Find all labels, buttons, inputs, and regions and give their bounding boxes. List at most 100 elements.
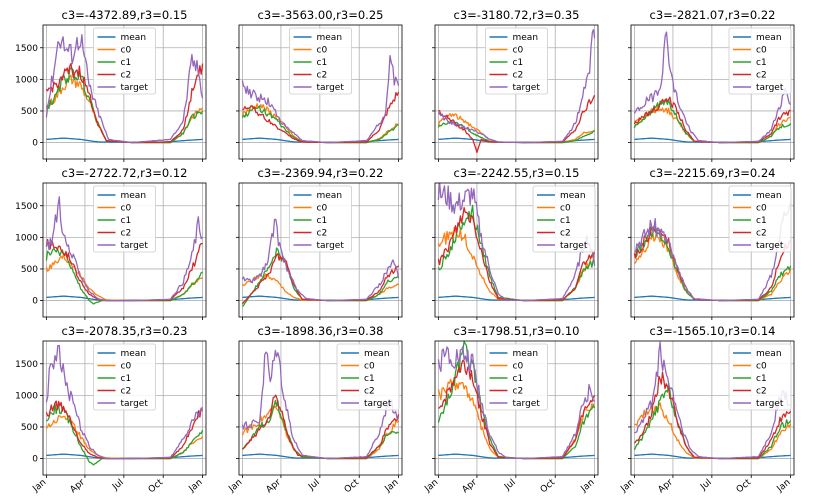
- legend: mean c0 c1 c2 target: [485, 343, 548, 411]
- subplot: c3=-2242.55,r3=0.15 mean c0 c1 c2 target: [432, 166, 599, 320]
- legend-label-c0: c0: [121, 362, 132, 372]
- series-line-target: [45, 344, 204, 460]
- subplot: 0 500 1000 1500 c3=-4372.89,r3=0.15 mean c0 c1 c…: [15, 8, 207, 162]
- y-tick-label: 500: [21, 265, 38, 275]
- legend-label-c1: c1: [756, 216, 767, 226]
- legend-box: [485, 27, 548, 95]
- subplot: Jan Apr Jul Oct Jan c3=-1565.10,r3=0.14 mean c0…: [619, 324, 795, 495]
- legend-box: [289, 27, 352, 95]
- x-tick-label: Apr: [656, 477, 675, 495]
- axes-frame: [42, 182, 207, 318]
- x-tick-label: Jan: [619, 478, 637, 495]
- legend-box: [728, 343, 792, 411]
- legend-label-c0: c0: [560, 204, 571, 214]
- axes-frame: [238, 182, 403, 318]
- legend: mean c0 c1 c2 target: [93, 185, 156, 253]
- subplot: Jan Apr Jul Oct Jan c3=-1798.51,r3=0.10 mean c0…: [423, 324, 599, 495]
- legend-label-target: target: [121, 241, 149, 251]
- subplot-title: c3=-1565.10,r3=0.14: [650, 324, 776, 338]
- legend-label-c2: c2: [317, 229, 328, 239]
- legend-label-c2: c2: [121, 229, 132, 239]
- legend-label-c0: c0: [513, 46, 524, 56]
- y-tick-label: 1500: [15, 202, 38, 212]
- axes-frame: [630, 24, 795, 160]
- legend-label-c0: c0: [756, 204, 767, 214]
- legend: mean c0 c1 c2 target: [93, 27, 156, 95]
- legend-label-c2: c2: [560, 229, 571, 239]
- legend-label-target: target: [121, 399, 149, 409]
- axes-frame: [434, 182, 599, 318]
- legend-label-c0: c0: [317, 204, 328, 214]
- subplot-title: c3=-2369.94,r3=0.22: [258, 166, 384, 180]
- x-tick-label: Jan: [227, 478, 245, 495]
- legend-label-c0: c0: [364, 362, 375, 372]
- legend-box: [93, 343, 156, 411]
- series-line-target: [633, 31, 792, 144]
- series-line-target: [241, 349, 400, 460]
- series-line-c1: [46, 402, 204, 466]
- legend-box: [728, 27, 792, 95]
- series-line-c2: [242, 91, 400, 144]
- axes-frame: [42, 24, 207, 160]
- y-tick-label: 0: [32, 297, 38, 307]
- subplot: c3=-2215.69,r3=0.24 mean c0 c1 c2 target: [628, 166, 795, 320]
- series-group: [45, 34, 204, 144]
- legend-label-mean: mean: [756, 191, 782, 201]
- series-group: [633, 341, 792, 460]
- x-tick-label: Oct: [539, 477, 558, 495]
- legend-label-c2: c2: [513, 71, 524, 81]
- legend-label-c0: c0: [513, 362, 524, 372]
- series-line-target: [634, 202, 792, 302]
- legend-label-target: target: [756, 241, 784, 251]
- legend-box: [93, 27, 156, 95]
- series-group: [45, 196, 204, 305]
- subplot-title: c3=-2242.55,r3=0.15: [454, 166, 580, 180]
- legend-label-c1: c1: [317, 216, 328, 226]
- y-tick-label: 1500: [15, 360, 38, 370]
- series-line-target: [634, 341, 791, 460]
- axes-frame: [630, 340, 795, 476]
- y-tick-label: 500: [21, 423, 38, 433]
- legend-label-target: target: [560, 241, 588, 251]
- legend-label-mean: mean: [756, 349, 782, 359]
- subplot: c3=-3180.72,r3=0.35 mean c0 c1 c2 target: [432, 8, 599, 162]
- legend-box: [532, 185, 596, 253]
- legend-label-c2: c2: [756, 71, 767, 81]
- legend-label-c1: c1: [364, 374, 375, 384]
- legend: mean c0 c1 c2 target: [728, 27, 792, 95]
- legend-box: [728, 185, 792, 253]
- axes-frame: [434, 340, 599, 476]
- legend-label-target: target: [513, 83, 541, 93]
- legend-label-mean: mean: [513, 33, 539, 43]
- legend: mean c0 c1 c2 target: [728, 185, 792, 253]
- x-tick-label: Jan: [187, 478, 205, 495]
- legend-label-mean: mean: [364, 349, 390, 359]
- legend-label-c0: c0: [317, 46, 328, 56]
- subplot-title: c3=-2215.69,r3=0.24: [650, 166, 776, 180]
- y-tick-label: 500: [21, 107, 38, 117]
- x-tick-label: Apr: [460, 477, 479, 495]
- subplot: c3=-2821.07,r3=0.22 mean c0 c1 c2 target: [628, 8, 795, 162]
- subplot-title: c3=-2078.35,r3=0.23: [62, 324, 188, 338]
- y-tick-label: 1000: [15, 391, 38, 401]
- legend-label-target: target: [756, 83, 784, 93]
- x-tick-label: Apr: [264, 477, 283, 495]
- subplot-title: c3=-4372.89,r3=0.15: [62, 8, 188, 22]
- legend-label-c1: c1: [513, 58, 524, 68]
- legend-label-target: target: [121, 83, 149, 93]
- legend-label-c2: c2: [364, 387, 375, 397]
- legend-label-c2: c2: [121, 71, 132, 81]
- legend-label-c2: c2: [756, 387, 767, 397]
- legend-label-mean: mean: [121, 33, 147, 43]
- axes-frame: [630, 182, 795, 318]
- series-line-target: [241, 54, 400, 144]
- x-tick-label: Apr: [68, 477, 87, 495]
- legend-label-mean: mean: [513, 349, 539, 359]
- series-line-target: [45, 196, 204, 302]
- legend-label-c1: c1: [121, 58, 132, 68]
- legend-label-mean: mean: [560, 191, 586, 201]
- legend-label-c0: c0: [121, 204, 132, 214]
- subplot-title: c3=-2821.07,r3=0.22: [650, 8, 776, 22]
- legend-label-c2: c2: [513, 387, 524, 397]
- legend-label-c2: c2: [756, 229, 767, 239]
